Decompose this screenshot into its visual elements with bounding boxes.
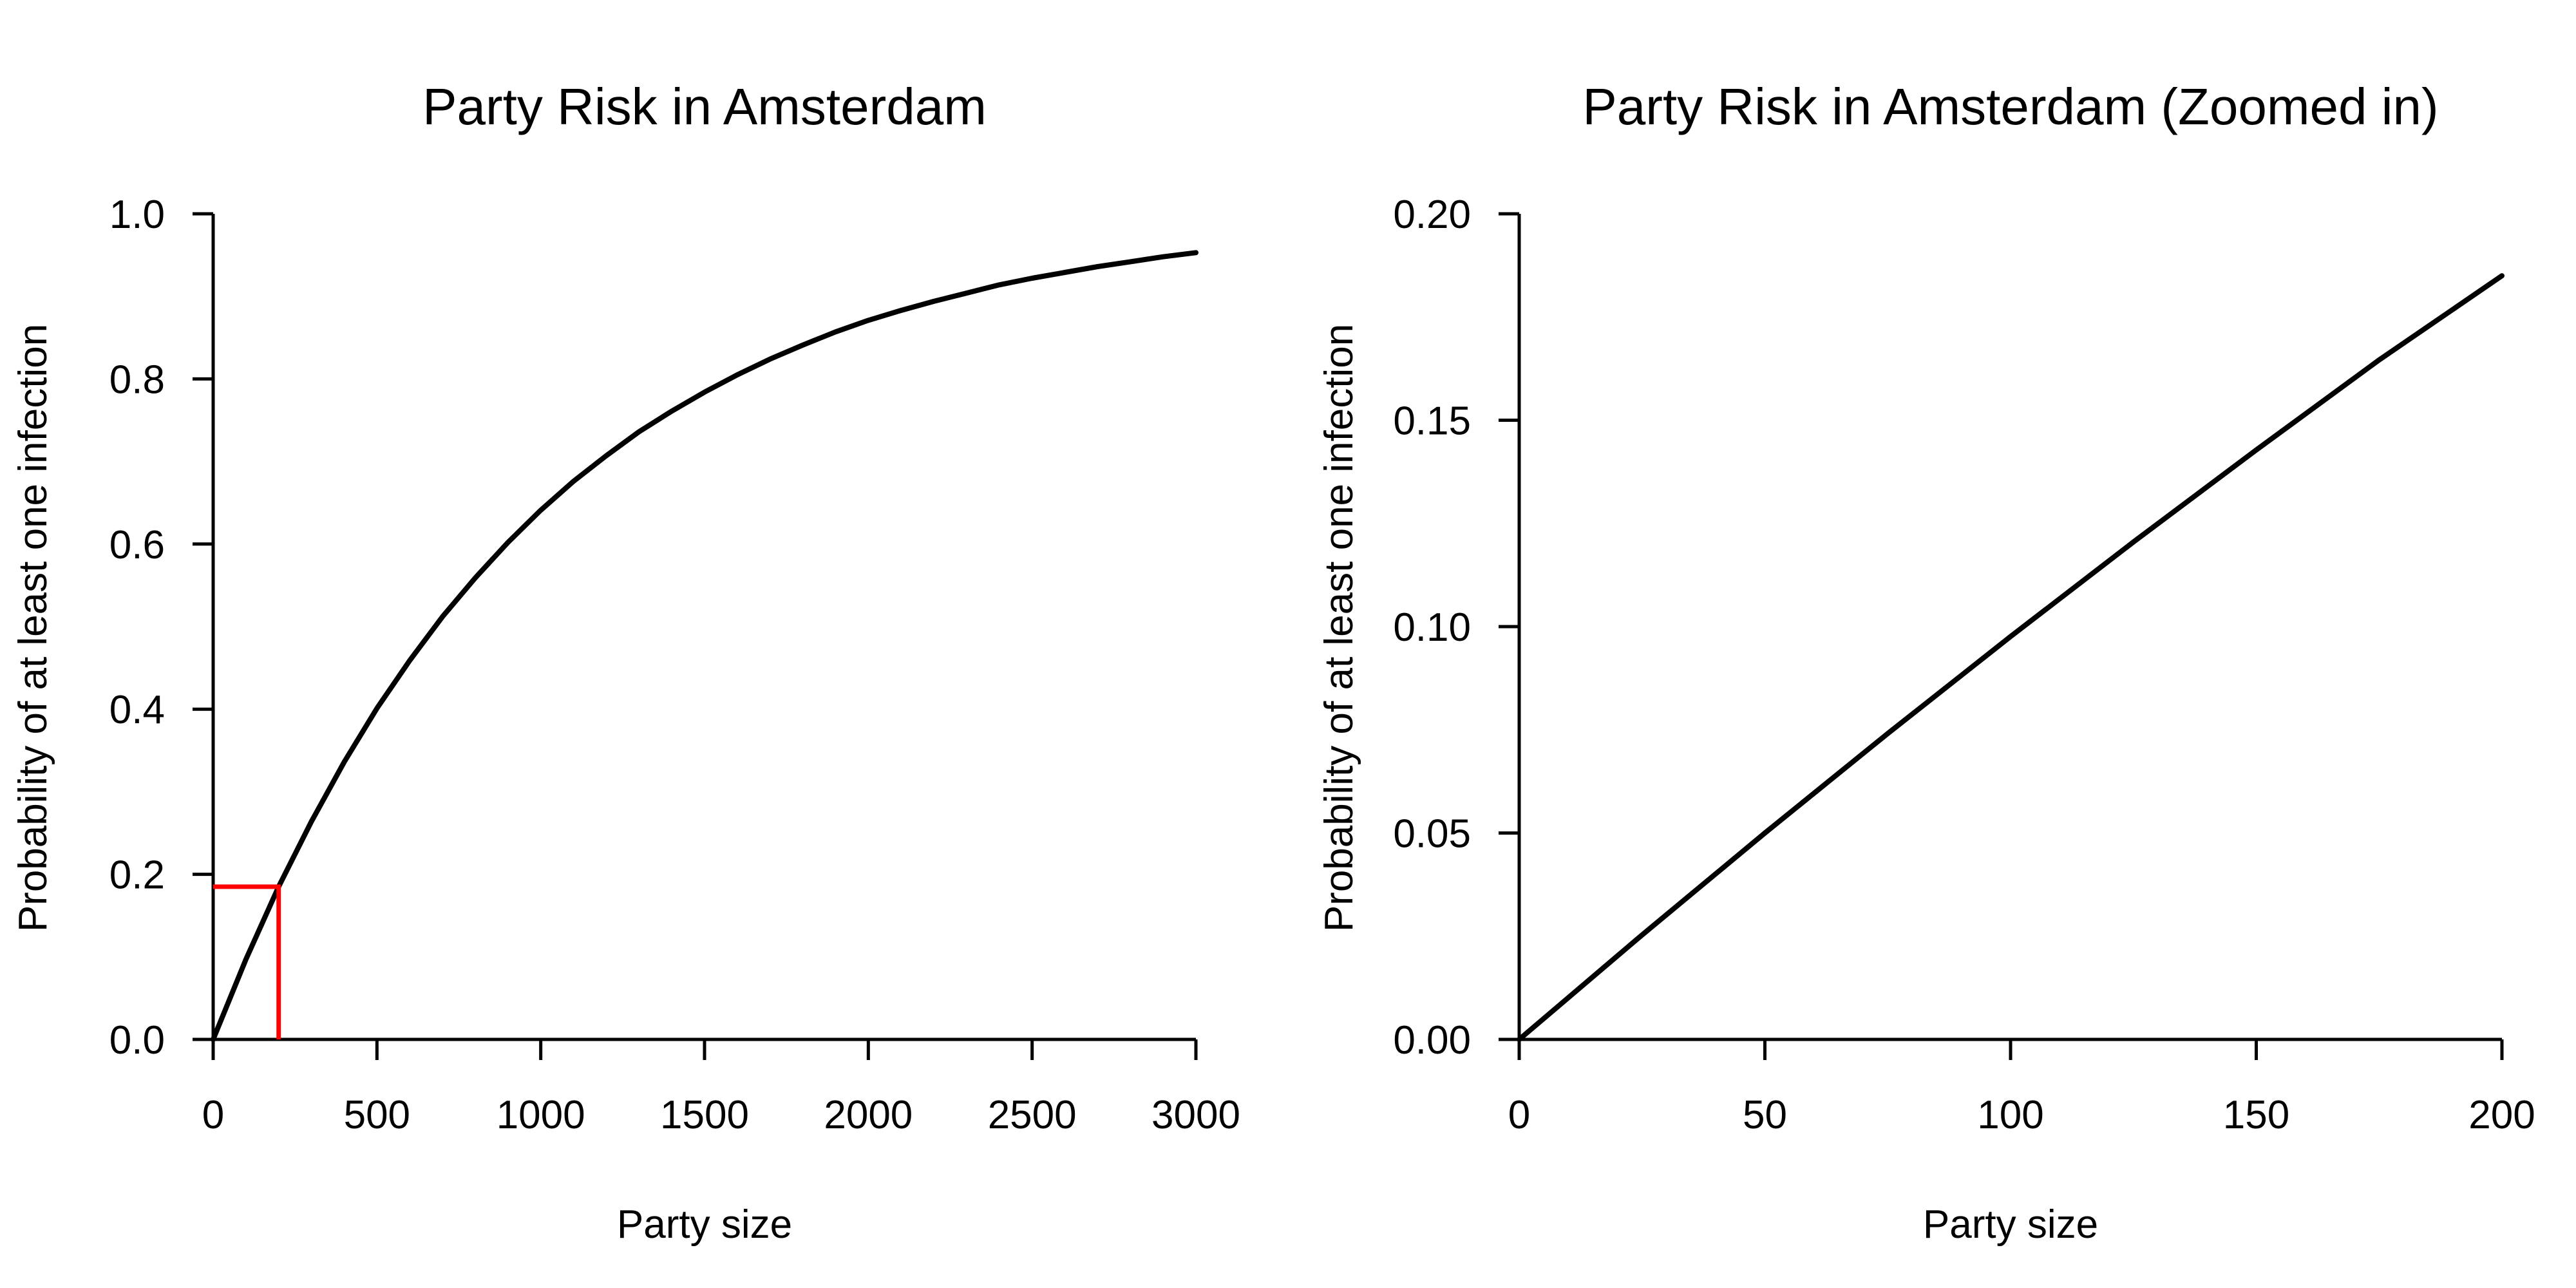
y-ticks-left: 0.0 0.2 0.4 0.6 0.8 1.0	[109, 193, 213, 1063]
x-tick-label: 200	[2468, 1093, 2535, 1137]
y-tick-label: 0.15	[1393, 399, 1471, 444]
x-tick-label: 500	[344, 1093, 410, 1137]
chart-panel-right: Party Risk in Amsterdam (Zoomed in) Part…	[1317, 78, 2535, 1247]
y-tick-label: 0.00	[1393, 1018, 1471, 1063]
y-axis-label-right: Probability of at least one infection	[1317, 324, 1361, 932]
y-tick-label: 0.2	[109, 853, 165, 898]
x-tick-label: 3000	[1151, 1093, 1240, 1137]
y-tick-label: 0.8	[109, 357, 165, 402]
series-line	[1517, 273, 2505, 1042]
x-tick-label: 1500	[660, 1093, 749, 1137]
y-axis-label-left: Probability of at least one infection	[11, 324, 55, 932]
x-axis-label-left: Party size	[617, 1202, 792, 1247]
x-ticks-left: 0 500 1000 1500 2000 2500 3000	[202, 1039, 1240, 1137]
y-tick-label: 0.0	[109, 1018, 165, 1063]
chart-title-left: Party Risk in Amsterdam	[422, 78, 987, 135]
x-tick-label: 0	[1508, 1093, 1530, 1137]
x-tick-label: 2500	[988, 1093, 1077, 1137]
x-tick-label: 1000	[497, 1093, 585, 1137]
plot-area-left	[211, 250, 1198, 1042]
y-ticks-right: 0.00 0.05 0.10 0.15 0.20	[1393, 193, 1519, 1063]
x-tick-label: 2000	[824, 1093, 913, 1137]
y-tick-label: 0.10	[1393, 605, 1471, 650]
y-tick-label: 0.6	[109, 523, 165, 567]
x-tick-label: 0	[202, 1093, 224, 1137]
x-axis-label-right: Party size	[1923, 1202, 2098, 1247]
reference-marker-line	[213, 884, 281, 1039]
y-tick-label: 0.05	[1393, 812, 1471, 857]
series-line	[211, 250, 1198, 1042]
x-ticks-right: 0 50 100 150 200	[1508, 1039, 2535, 1137]
chart-panel-left: Party Risk in Amsterdam Party size Proba…	[11, 78, 1240, 1247]
plot-area-right	[1517, 273, 2505, 1042]
y-tick-label: 1.0	[109, 193, 165, 237]
x-tick-label: 150	[2223, 1093, 2289, 1137]
y-tick-label: 0.20	[1393, 193, 1471, 237]
x-tick-label: 50	[1743, 1093, 1787, 1137]
y-tick-label: 0.4	[109, 688, 165, 732]
x-tick-label: 100	[1977, 1093, 2043, 1137]
chart-title-right: Party Risk in Amsterdam (Zoomed in)	[1582, 78, 2438, 135]
